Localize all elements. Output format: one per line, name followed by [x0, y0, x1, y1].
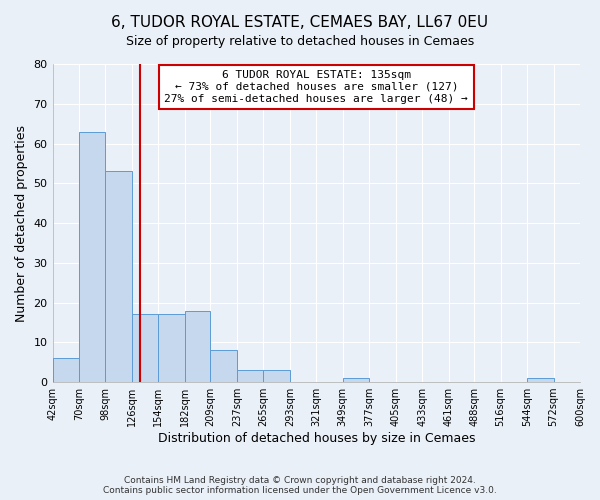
Text: 6 TUDOR ROYAL ESTATE: 135sqm
← 73% of detached houses are smaller (127)
27% of s: 6 TUDOR ROYAL ESTATE: 135sqm ← 73% of de… — [164, 70, 468, 104]
Text: Size of property relative to detached houses in Cemaes: Size of property relative to detached ho… — [126, 35, 474, 48]
Bar — [132, 314, 158, 382]
Bar — [158, 314, 185, 382]
Bar — [211, 350, 237, 382]
X-axis label: Distribution of detached houses by size in Cemaes: Distribution of detached houses by size … — [158, 432, 475, 445]
Bar — [527, 378, 554, 382]
Bar — [79, 132, 106, 382]
Text: 6, TUDOR ROYAL ESTATE, CEMAES BAY, LL67 0EU: 6, TUDOR ROYAL ESTATE, CEMAES BAY, LL67 … — [112, 15, 488, 30]
Bar — [343, 378, 369, 382]
Bar — [53, 358, 79, 382]
Bar — [237, 370, 263, 382]
Bar — [106, 172, 132, 382]
Y-axis label: Number of detached properties: Number of detached properties — [15, 124, 28, 322]
Bar — [263, 370, 290, 382]
Bar — [185, 310, 211, 382]
Text: Contains HM Land Registry data © Crown copyright and database right 2024.
Contai: Contains HM Land Registry data © Crown c… — [103, 476, 497, 495]
